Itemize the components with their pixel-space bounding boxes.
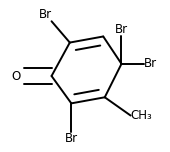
Text: Br: Br (38, 8, 52, 21)
Text: Br: Br (115, 23, 128, 36)
Text: CH₃: CH₃ (131, 109, 152, 122)
Text: Br: Br (144, 57, 157, 70)
Text: Br: Br (65, 132, 78, 145)
Text: O: O (11, 69, 20, 83)
